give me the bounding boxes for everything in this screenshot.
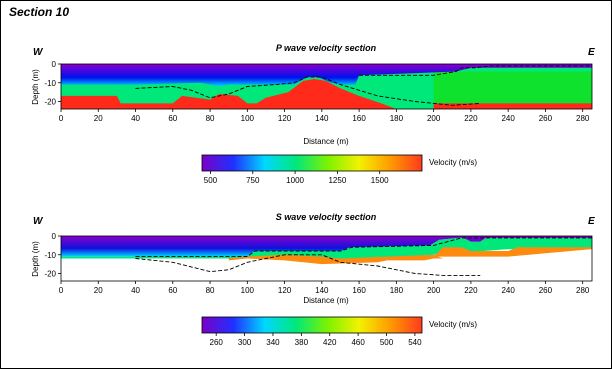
s-colorbar-tick-label: 260 — [210, 338, 224, 347]
s-colorbar-tick-label: 380 — [295, 338, 309, 347]
p-x-tick-label: 220 — [464, 114, 478, 123]
p-x-tick-label: 160 — [352, 114, 366, 123]
s-section-title: S wave velocity section — [276, 212, 377, 222]
s-x-tick-label: 200 — [427, 286, 441, 295]
p-x-tick-label: 140 — [315, 114, 329, 123]
s-east-label: E — [588, 216, 595, 227]
p-y-tick-label: -10 — [44, 79, 56, 88]
s-velocity-field — [61, 236, 592, 281]
s-colorbar-tick-label: 300 — [238, 338, 252, 347]
p-colorbar — [201, 154, 423, 172]
p-section-panel: P wave velocity section W E 0 20 40 60 80 100… — [31, 43, 595, 185]
p-x-tick-label: 280 — [576, 114, 590, 123]
s-x-axis: 0 20 40 60 80 100 120 140 160 180 200 220 240 260 280 — [59, 281, 590, 295]
s-x-tick-label: 80 — [206, 286, 215, 295]
s-x-tick-label: 20 — [94, 286, 103, 295]
p-interface-lines — [135, 65, 592, 106]
s-x-tick-label: 140 — [315, 286, 329, 295]
p-x-tick-label: 100 — [241, 114, 255, 123]
s-x-tick-label: 60 — [168, 286, 177, 295]
s-y-axis-label: Depth (m) — [31, 241, 40, 277]
s-plot-border — [60, 235, 593, 282]
p-x-tick-label: 0 — [59, 114, 64, 123]
s-water-layer — [61, 236, 592, 257]
p-x-tick-label: 260 — [539, 114, 553, 123]
s-x-axis-label: Distance (m) — [303, 296, 349, 305]
s-y-tick-label: -10 — [44, 251, 56, 260]
s-x-tick-label: 220 — [464, 286, 478, 295]
p-colorbar-tick-label: 500 — [204, 176, 218, 185]
p-interface-deep — [135, 76, 481, 106]
s-colorbar-tick-label: 460 — [351, 338, 365, 347]
p-y-axis-label: Depth (m) — [31, 69, 40, 105]
p-colorbar-ticks: 500 750 1000 1250 1500 — [204, 171, 389, 185]
s-x-tick-label: 100 — [241, 286, 255, 295]
s-colorbar-tick-label: 540 — [408, 338, 422, 347]
s-sediment-layer — [61, 237, 592, 261]
s-x-tick-label: 280 — [576, 286, 590, 295]
s-x-tick-label: 260 — [539, 286, 553, 295]
p-y-axis: 0 -10 -20 — [44, 60, 61, 107]
s-interface-lines — [135, 237, 592, 276]
s-west-label: W — [33, 216, 44, 227]
s-colorbar-label: Velocity (m/s) — [429, 320, 477, 329]
p-x-axis-label: Distance (m) — [303, 137, 349, 146]
s-y-axis: 0 -10 -20 — [44, 232, 61, 279]
p-velocity-field — [61, 64, 592, 109]
s-x-tick-label: 40 — [131, 286, 140, 295]
p-x-tick-label: 80 — [206, 114, 215, 123]
s-rock-patch-east — [377, 247, 592, 257]
p-water-layer — [61, 64, 592, 87]
p-east-label: E — [588, 47, 595, 58]
s-colorbar-tick-label: 420 — [323, 338, 337, 347]
p-east-basement-strip — [433, 103, 592, 109]
p-x-axis: 0 20 40 60 80 100 120 140 160 180 200 220 240 260 280 — [59, 109, 590, 123]
s-y-tick-label: 0 — [52, 232, 57, 241]
p-x-tick-label: 20 — [94, 114, 103, 123]
p-west-label: W — [33, 47, 44, 58]
s-x-tick-label: 160 — [352, 286, 366, 295]
p-basement-layer — [61, 79, 415, 109]
p-deep-green-zone — [433, 71, 592, 109]
s-section-panel: S wave velocity section W E 0 20 40 60 80 100… — [31, 212, 595, 347]
p-colorbar-tick-label: 1250 — [328, 176, 346, 185]
p-colorbar-tick-label: 750 — [246, 176, 260, 185]
s-interface-shallow — [135, 237, 592, 258]
s-colorbar-tick-label: 500 — [380, 338, 394, 347]
p-interface-shallow — [359, 65, 592, 76]
s-x-tick-label: 120 — [278, 286, 292, 295]
s-y-tick-label: -20 — [44, 270, 56, 279]
p-y-tick-label: 0 — [52, 60, 57, 69]
s-rock-patch-west — [228, 254, 443, 265]
p-x-tick-label: 120 — [278, 114, 292, 123]
s-x-tick-label: 180 — [390, 286, 404, 295]
p-x-tick-label: 240 — [501, 114, 515, 123]
p-y-tick-label: -20 — [44, 98, 56, 107]
p-colorbar-tick-label: 1500 — [371, 176, 389, 185]
p-section-title: P wave velocity section — [276, 43, 377, 53]
section-title: Section 10 — [9, 5, 70, 19]
p-x-tick-label: 200 — [427, 114, 441, 123]
p-colorbar-label: Velocity (m/s) — [429, 158, 477, 167]
p-x-tick-label: 60 — [168, 114, 177, 123]
s-x-tick-label: 240 — [501, 286, 515, 295]
p-x-tick-label: 40 — [131, 114, 140, 123]
s-colorbar — [201, 316, 423, 334]
s-colorbar-ticks: 260 300 340 380 420 460 500 540 — [210, 333, 422, 347]
s-interface-deep — [135, 254, 481, 276]
p-plot-border — [60, 63, 593, 110]
p-x-tick-label: 180 — [390, 114, 404, 123]
s-x-tick-label: 0 — [59, 286, 64, 295]
p-colorbar-tick-label: 1000 — [286, 176, 304, 185]
s-colorbar-tick-label: 340 — [266, 338, 280, 347]
